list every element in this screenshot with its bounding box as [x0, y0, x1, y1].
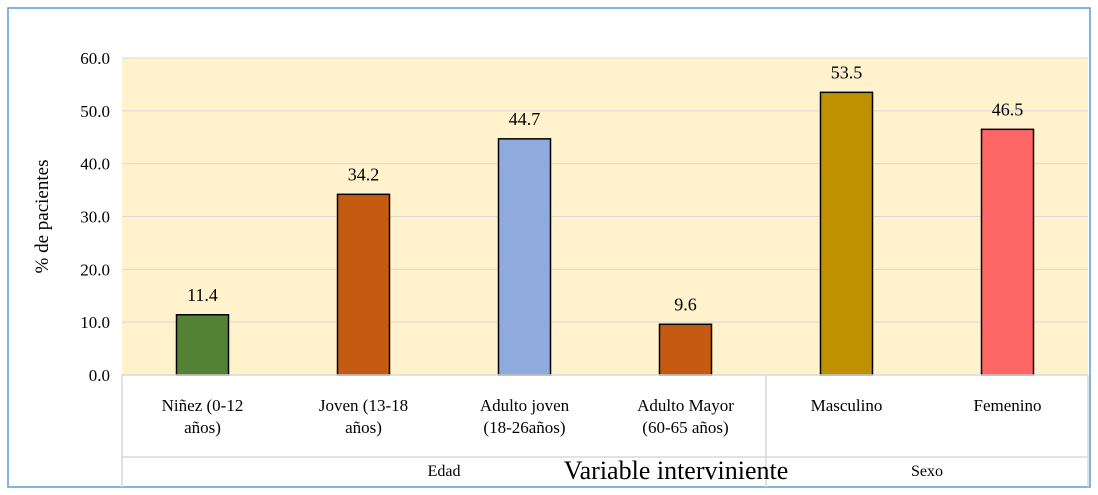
- x-tick-label: Joven (13-18 años): [319, 396, 408, 437]
- x-tick-label: Niñez (0-12 años): [162, 396, 244, 437]
- bar: [497, 138, 552, 376]
- y-tick-label: 0.0: [89, 366, 110, 385]
- bars: 11.4 34.2 44.7 9.6 53.5 46.5: [175, 62, 1035, 376]
- bar: [336, 193, 391, 376]
- y-axis-title: % de pacientes: [32, 160, 53, 274]
- group-label: Edad: [428, 463, 461, 480]
- bar: [980, 128, 1035, 376]
- bar: [658, 323, 713, 376]
- gridlines: [122, 57, 1088, 376]
- category-axis: Niñez (0-12 años) Joven (13-18 años) Adulto …: [121, 374, 1089, 487]
- bar: [175, 314, 230, 376]
- y-tick-label: 10.0: [80, 313, 110, 332]
- x-tick-label: Adulto Mayor (60-65 años): [637, 396, 734, 437]
- data-label: 34.2: [348, 164, 380, 184]
- data-label: 46.5: [992, 99, 1024, 119]
- x-tick-label: Adulto joven (18-26años): [480, 396, 570, 437]
- y-tick-label: 20.0: [80, 260, 110, 279]
- data-label: 9.6: [674, 294, 697, 314]
- y-tick-label: 50.0: [80, 102, 110, 121]
- x-tick-label: Masculino: [811, 396, 883, 415]
- y-tick-label: 40.0: [80, 155, 110, 174]
- data-label: 44.7: [509, 109, 541, 129]
- y-tick-label: 30.0: [80, 208, 110, 227]
- y-tick-label: 60.0: [80, 49, 110, 68]
- y-axis-ticks: 0.0 10.0 20.0 30.0 40.0 50.0 60.0: [80, 49, 110, 385]
- data-label: 11.4: [187, 285, 218, 305]
- x-tick-label: Femenino: [974, 396, 1042, 415]
- group-label: Sexo: [911, 463, 943, 480]
- x-axis-title: Variable interviniente: [564, 456, 789, 485]
- data-label: 53.5: [831, 62, 863, 82]
- bar: [819, 91, 874, 376]
